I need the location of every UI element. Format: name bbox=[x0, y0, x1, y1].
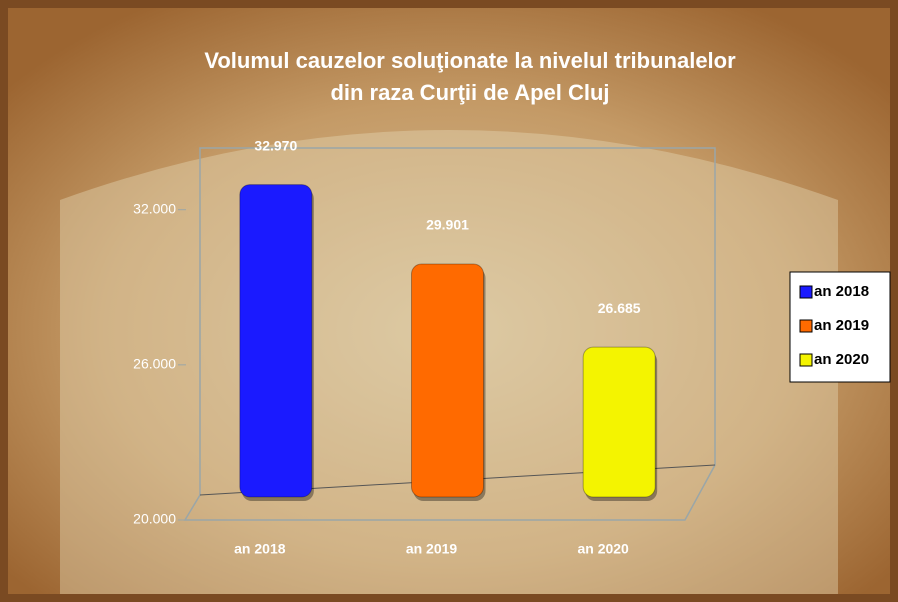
value-label: 26.685 bbox=[598, 300, 641, 316]
legend-label: an 2019 bbox=[814, 317, 869, 334]
chart: Volumul cauzelor soluţionate la nivelul … bbox=[0, 0, 898, 602]
chart-title: din raza Curţii de Apel Cluj bbox=[330, 80, 609, 105]
chart-title: Volumul cauzelor soluţionate la nivelul … bbox=[204, 48, 736, 73]
legend-label: an 2018 bbox=[814, 283, 869, 300]
bar bbox=[240, 185, 312, 497]
legend-label: an 2020 bbox=[814, 351, 869, 368]
y-tick-label: 20.000 bbox=[133, 511, 176, 527]
y-tick-label: 32.000 bbox=[133, 200, 176, 216]
legend-swatch bbox=[800, 286, 812, 298]
x-tick-label: an 2020 bbox=[577, 541, 629, 557]
legend-swatch bbox=[800, 320, 812, 332]
bar bbox=[583, 347, 655, 497]
value-label: 29.901 bbox=[426, 217, 469, 233]
bar bbox=[412, 264, 484, 497]
value-label: 32.970 bbox=[254, 137, 297, 153]
legend: an 2018 an 2019 an 2020 bbox=[790, 272, 890, 382]
x-tick-label: an 2018 bbox=[234, 541, 286, 557]
y-tick-label: 26.000 bbox=[133, 356, 176, 372]
x-tick-label: an 2019 bbox=[406, 541, 458, 557]
legend-swatch bbox=[800, 354, 812, 366]
